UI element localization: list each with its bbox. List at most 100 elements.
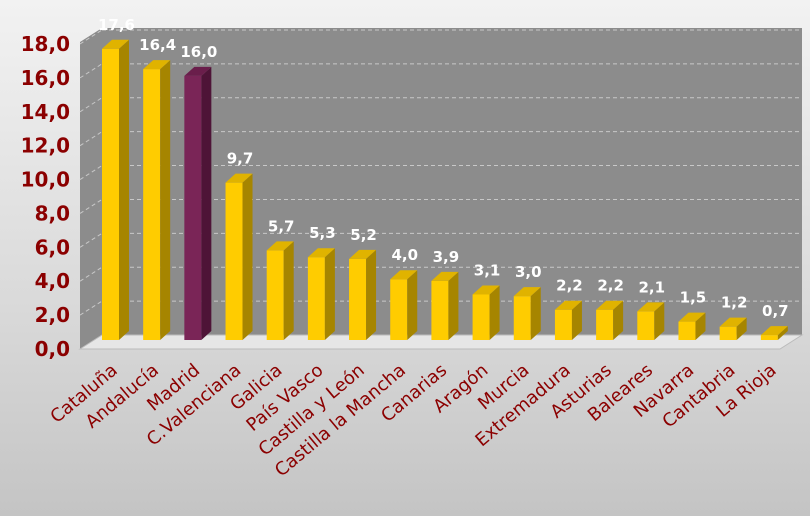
bar-side <box>613 300 624 340</box>
bar-front <box>266 250 284 340</box>
plot-wall <box>80 28 802 349</box>
bar-front <box>637 311 655 340</box>
gridline-side <box>79 63 103 79</box>
x-axis-ticks: CataluñaAndalucíaMadridC.ValencianaGalic… <box>47 360 781 481</box>
bar-side <box>448 271 459 340</box>
bar-front <box>472 294 490 340</box>
y-tick-label: 18,0 <box>21 32 70 56</box>
data-label: 5,3 <box>309 224 336 242</box>
data-label: 5,2 <box>350 226 377 244</box>
bar-side <box>366 249 377 340</box>
bar <box>760 326 788 340</box>
data-label: 2,2 <box>556 277 583 295</box>
y-tick-label: 0,0 <box>35 337 70 361</box>
bar <box>431 271 459 340</box>
bar-side <box>160 60 171 340</box>
bar-front <box>307 257 325 340</box>
y-tick-label: 6,0 <box>35 235 70 259</box>
bar <box>225 173 253 340</box>
bar-top <box>349 249 377 259</box>
data-label: 3,0 <box>515 263 542 281</box>
gridline-side <box>79 97 103 113</box>
data-label: 16,4 <box>139 36 176 54</box>
bar-top <box>554 300 582 310</box>
bar-top <box>184 66 212 76</box>
y-tick-label: 10,0 <box>21 168 70 192</box>
y-tick-label: 16,0 <box>21 66 70 90</box>
gridline-side <box>79 199 103 214</box>
data-label: 5,7 <box>268 217 295 235</box>
y-axis-ticks: 0,0 2,0 4,0 6,0 8,0 10,0 12,0 14,0 16,0 18,0 <box>21 32 70 361</box>
bar-top <box>307 248 335 258</box>
bar-side <box>283 241 294 340</box>
gridline-side <box>79 131 103 147</box>
bar-front <box>390 279 408 340</box>
data-label: 17,6 <box>98 16 135 34</box>
bar-top <box>472 285 500 295</box>
bar <box>513 287 541 340</box>
bar <box>678 312 706 340</box>
bar-front <box>678 321 696 340</box>
bar-front <box>513 296 531 340</box>
plot-floor <box>78 334 804 350</box>
bar-side <box>695 312 706 340</box>
wall-surface <box>80 28 802 349</box>
bar-top <box>719 317 747 327</box>
data-label: 2,1 <box>639 278 666 296</box>
bar-top <box>431 271 459 281</box>
bar <box>472 285 500 340</box>
bar <box>102 39 129 341</box>
bars <box>102 39 788 341</box>
bar <box>349 249 377 340</box>
floor-surface <box>78 334 804 350</box>
bar-side <box>777 326 788 340</box>
gridline-side <box>79 29 103 45</box>
bar <box>637 302 665 340</box>
bar-top <box>143 60 171 70</box>
bar-side <box>119 39 129 341</box>
data-label: 9,7 <box>227 150 254 168</box>
bar-side <box>201 66 212 340</box>
bar <box>554 300 582 340</box>
bar-top <box>513 287 541 297</box>
data-label: 3,9 <box>433 248 460 266</box>
bar-front <box>596 309 614 340</box>
bar-top <box>760 326 788 336</box>
bar <box>390 270 418 340</box>
bar-front <box>554 309 572 340</box>
gridline-side <box>79 232 103 248</box>
bar-front <box>760 335 778 340</box>
data-label: 16,0 <box>180 43 217 61</box>
bar-front <box>349 258 367 340</box>
bar-top <box>225 173 253 183</box>
bar <box>266 241 294 340</box>
bar-top <box>390 270 418 280</box>
y-tick-label: 8,0 <box>35 201 70 225</box>
bar-front <box>184 75 202 340</box>
bar-front <box>143 69 161 340</box>
gridline-side <box>79 300 103 316</box>
bar <box>184 66 212 340</box>
bar-top <box>678 312 706 322</box>
data-labels: 17,616,4 16,0 9,7 5,7 5,3 5,2 4,0 3,9 3,1 3,0 2,2 2… <box>98 16 789 320</box>
bar-side <box>489 285 500 340</box>
bar-side <box>324 248 335 340</box>
y-tick-label: 12,0 <box>21 134 70 158</box>
bar-side <box>530 287 541 340</box>
gridline-side <box>79 165 103 180</box>
bar <box>719 317 747 340</box>
bar-front <box>102 48 119 341</box>
data-label: 3,1 <box>474 261 501 279</box>
bar-front <box>225 182 243 340</box>
data-label: 1,2 <box>721 294 748 312</box>
bar <box>307 248 335 340</box>
y-tick-label: 2,0 <box>35 303 70 327</box>
bar-side <box>242 173 253 340</box>
gridline-side <box>79 266 103 282</box>
data-label: 0,7 <box>762 302 789 320</box>
bar-side <box>654 302 665 340</box>
bar-top <box>102 39 129 49</box>
bar-front <box>431 280 449 340</box>
bar-top <box>596 300 624 310</box>
